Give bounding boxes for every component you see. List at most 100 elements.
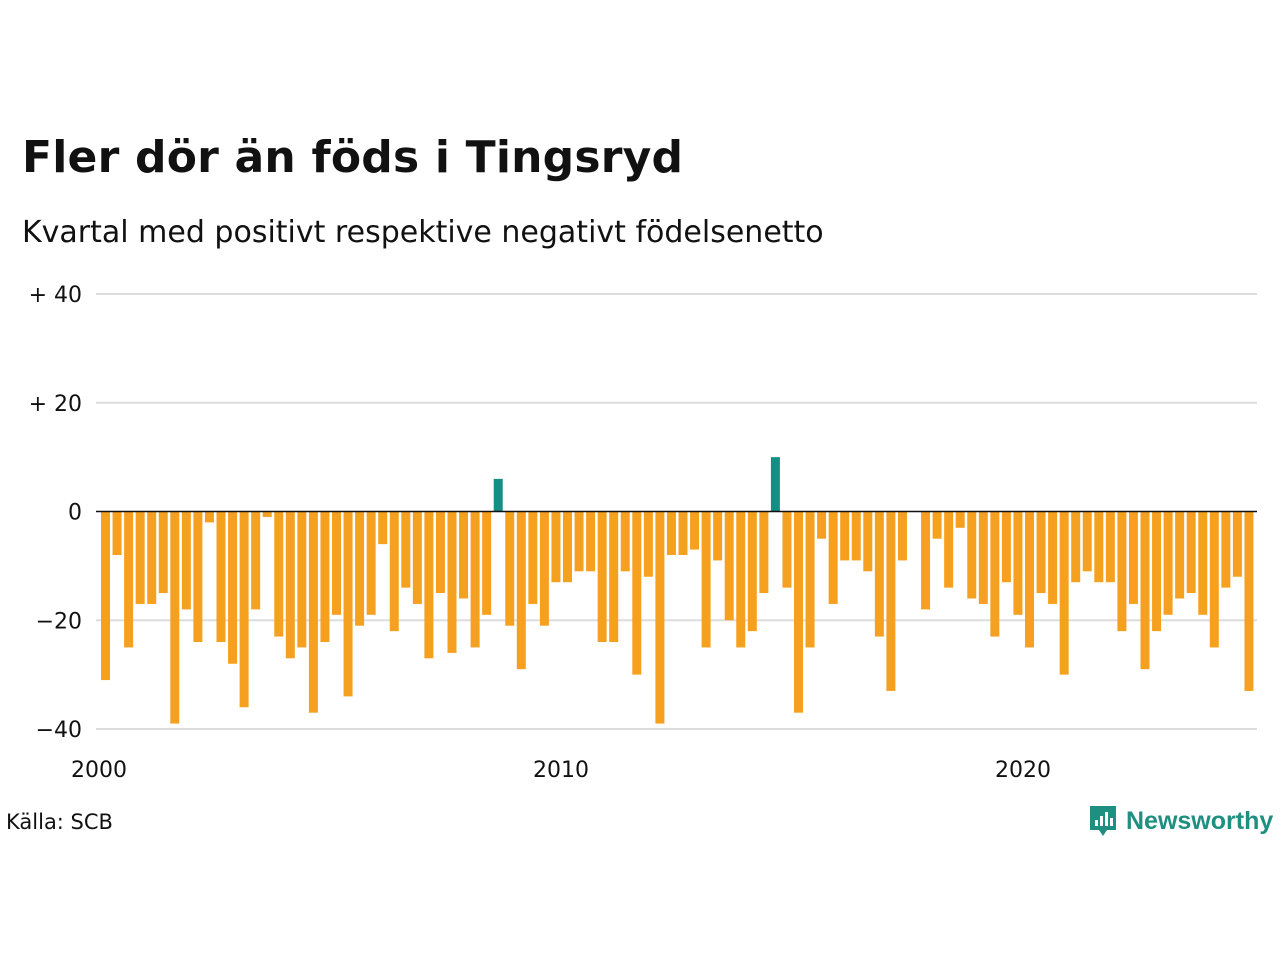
bar-negative <box>817 511 827 539</box>
bar-negative <box>1071 511 1081 583</box>
bar-negative <box>516 511 526 670</box>
x-tick-label: 2020 <box>995 758 1051 783</box>
bar-negative <box>932 511 942 539</box>
bar-negative <box>828 511 838 604</box>
bar-negative <box>632 511 642 675</box>
bar-negative <box>990 511 1000 637</box>
bar-negative <box>1082 511 1092 572</box>
bar-negative <box>863 511 873 572</box>
bar-chart: + 40 + 20 0 −20 −40 2000 2010 2020 <box>29 283 1257 783</box>
bar-negative <box>724 511 734 621</box>
bar-negative <box>574 511 584 572</box>
y-tick-label: + 40 <box>29 283 82 308</box>
bar-negative <box>389 511 399 632</box>
bar-negative <box>921 511 931 610</box>
bar-negative <box>1048 511 1058 604</box>
bar-negative <box>1036 511 1046 594</box>
bar-negative <box>135 511 145 604</box>
bar-negative <box>713 511 723 561</box>
bar-negative <box>551 511 561 583</box>
bar-negative <box>1152 511 1162 632</box>
bar-negative <box>597 511 607 642</box>
y-tick-label: −40 <box>36 718 82 743</box>
source-note: Källa: SCB <box>6 810 113 834</box>
bar-negative <box>262 511 272 517</box>
bar-negative <box>101 511 110 681</box>
bar-negative <box>459 511 469 599</box>
bar-negative <box>701 511 711 648</box>
bar-negative <box>1013 511 1023 615</box>
chart-title: Fler dör än föds i Tingsryd <box>22 132 684 183</box>
bar-negative <box>366 511 376 615</box>
bar-negative <box>736 511 746 648</box>
brand-name: Newsworthy <box>1126 806 1274 835</box>
bar-negative <box>1105 511 1115 583</box>
bar-negative <box>1001 511 1011 583</box>
bar-negative <box>147 511 157 604</box>
bar-negative <box>851 511 861 561</box>
bar-negative <box>297 511 307 648</box>
bar-negative <box>1140 511 1150 670</box>
y-tick-label: + 20 <box>29 392 82 417</box>
x-tick-label: 2000 <box>71 758 127 783</box>
bar-negative <box>563 511 572 583</box>
bar-negative <box>794 511 803 713</box>
bar-negative <box>759 511 769 594</box>
y-tick-label: 0 <box>68 501 82 526</box>
bar-negative <box>666 511 676 555</box>
bar-negative <box>1198 511 1208 615</box>
bar-negative <box>181 511 191 610</box>
bar-negative <box>1175 511 1185 599</box>
bar-negative <box>424 511 434 659</box>
bar-negative <box>1232 511 1242 577</box>
bar-negative <box>1117 511 1127 632</box>
bars <box>101 457 1254 724</box>
y-axis-labels: + 40 + 20 0 −20 −40 <box>29 283 82 743</box>
bar-negative <box>944 511 954 588</box>
bar-negative <box>412 511 422 604</box>
x-axis-labels: 2000 2010 2020 <box>71 758 1051 783</box>
bar-negative <box>528 511 538 604</box>
bar-negative <box>193 511 203 642</box>
bar-negative <box>170 511 180 724</box>
bar-negative <box>586 511 596 572</box>
bar-negative <box>447 511 457 653</box>
bar-negative <box>967 511 977 599</box>
bar-positive <box>770 457 780 512</box>
newsworthy-logo-icon <box>1090 806 1116 836</box>
bar-negative <box>978 511 988 604</box>
bar-negative <box>435 511 445 594</box>
bar-negative <box>1128 511 1138 604</box>
bar-negative <box>539 511 549 626</box>
bar-negative <box>308 511 318 713</box>
bar-negative <box>609 511 619 642</box>
bar-negative <box>112 511 122 555</box>
bar-negative <box>285 511 295 659</box>
bar-negative <box>124 511 134 648</box>
bar-negative <box>1244 511 1254 691</box>
y-tick-label: −20 <box>36 609 82 634</box>
bar-negative <box>216 511 226 642</box>
bar-negative <box>886 511 896 691</box>
bar-negative <box>274 511 284 637</box>
bar-negative <box>1163 511 1173 615</box>
bar-negative <box>805 511 815 648</box>
bar-negative <box>1094 511 1104 583</box>
bar-negative <box>332 511 341 615</box>
bar-negative <box>840 511 850 561</box>
bar-negative <box>482 511 492 615</box>
bar-negative <box>782 511 792 588</box>
bar-negative <box>228 511 238 664</box>
bar-negative <box>655 511 665 724</box>
bar-negative <box>678 511 688 555</box>
bar-negative <box>320 511 330 642</box>
bar-negative <box>955 511 965 528</box>
bar-negative <box>690 511 700 550</box>
bar-negative <box>355 511 365 626</box>
bar-negative <box>1209 511 1219 648</box>
bar-negative <box>505 511 515 626</box>
bar-negative <box>343 511 353 697</box>
newsworthy-logo[interactable]: Newsworthy <box>1088 804 1273 838</box>
bar-negative <box>1186 511 1196 594</box>
bar-negative <box>747 511 757 632</box>
